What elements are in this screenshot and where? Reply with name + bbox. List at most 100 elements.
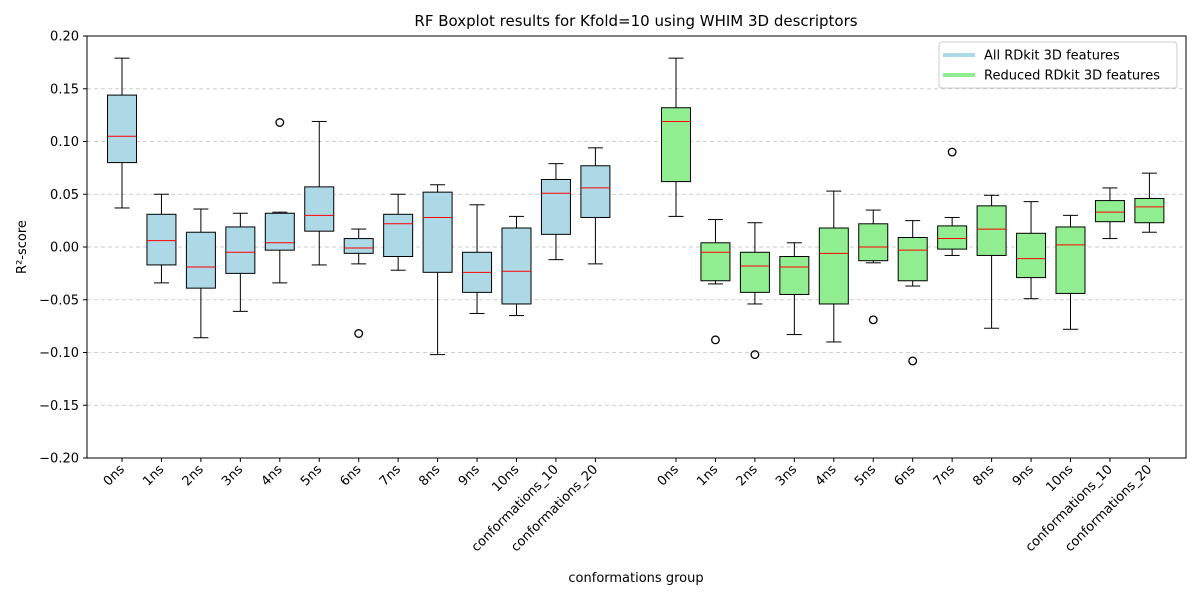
x-tick-label: 8ns — [970, 462, 997, 489]
outlier-point — [711, 335, 720, 345]
box-reduced-8ns — [976, 194, 1007, 329]
iqr-box — [897, 237, 928, 282]
x-tick-label: 2ns — [734, 462, 761, 489]
iqr-box — [739, 251, 770, 293]
x-tick-label: 5ns — [298, 462, 325, 489]
x-tick-label: 10ns — [489, 462, 522, 495]
box-reduced-5ns — [858, 209, 889, 325]
x-tick-label: 1ns — [694, 462, 721, 489]
legend: All RDkit 3D features Reduced RDkit 3D fe… — [938, 41, 1178, 89]
x-tick-label: 10ns — [1043, 462, 1076, 495]
iqr-box — [146, 213, 177, 266]
iqr-box — [818, 227, 849, 305]
iqr-box — [343, 238, 374, 254]
iqr-box — [540, 178, 571, 235]
x-tick-label: 1ns — [140, 462, 167, 489]
x-tick-label: 6ns — [337, 462, 364, 489]
iqr-box — [304, 186, 335, 232]
box-all-0ns — [107, 57, 137, 209]
x-tick-label: 6ns — [891, 462, 918, 489]
outlier-point — [354, 329, 364, 338]
x-tick-label: 3ns — [219, 462, 246, 489]
legend-box — [938, 41, 1178, 89]
box-all-7ns — [383, 193, 414, 271]
box-reduced-6ns — [897, 220, 928, 366]
iqr-box — [1134, 197, 1165, 224]
iqr-box — [383, 213, 414, 257]
outlier-point — [750, 350, 760, 360]
box-reduced-conformations_10 — [1094, 187, 1125, 240]
iqr-box — [976, 205, 1007, 256]
box-all-conformations_10 — [540, 163, 571, 261]
box-reduced-9ns — [1016, 201, 1047, 300]
iqr-box — [661, 107, 691, 183]
box-reduced-7ns — [937, 147, 968, 256]
outlier-point — [868, 315, 878, 325]
y-tick-label: −0.15 — [39, 399, 79, 414]
x-axis-label: conformations group — [568, 571, 703, 586]
y-tick-label: 0.00 — [50, 241, 79, 256]
box-all-2ns — [185, 208, 216, 339]
x-tick-label: 3ns — [773, 462, 800, 489]
iqr-box — [264, 212, 295, 251]
iqr-box — [107, 94, 137, 164]
box-reduced-conformations_20 — [1134, 172, 1165, 233]
iqr-box — [225, 226, 256, 274]
x-tick-label: 4ns — [259, 462, 286, 489]
box-reduced-1ns — [700, 219, 731, 345]
y-tick-label: −0.10 — [39, 346, 79, 361]
box-all-9ns — [462, 204, 493, 314]
box-reduced-4ns — [818, 190, 849, 343]
iqr-box — [937, 225, 968, 250]
iqr-box — [422, 191, 453, 273]
box-all-3ns — [225, 212, 256, 312]
x-tick-label: 4ns — [813, 462, 840, 489]
box-reduced-2ns — [739, 222, 770, 360]
y-tick-label: −0.20 — [39, 452, 79, 467]
box-reduced-3ns — [779, 242, 810, 336]
box-series — [107, 57, 1165, 366]
iqr-box — [779, 255, 810, 295]
outlier-point — [275, 118, 285, 127]
box-all-4ns — [264, 118, 295, 284]
box-all-6ns — [343, 228, 374, 338]
y-tick-label: 0.05 — [50, 188, 79, 203]
iqr-box — [1016, 232, 1047, 279]
iqr-box — [1055, 226, 1086, 294]
chart-title: RF Boxplot results for Kfold=10 using WH… — [414, 12, 857, 30]
x-tick-label: 0ns — [655, 462, 682, 489]
x-tick-label: 5ns — [852, 462, 879, 489]
box-all-1ns — [146, 193, 177, 284]
x-tick-label: 0ns — [101, 462, 128, 489]
y-tick-label: −0.05 — [39, 293, 79, 308]
x-tick-label: 9ns — [456, 462, 483, 489]
axes: −0.20 −0.15 −0.10 −0.05 0.00 0.05 0.10 0.15 0.20… — [39, 30, 1187, 555]
iqr-box — [858, 223, 889, 262]
x-tick-label: 9ns — [1010, 462, 1037, 489]
box-all-10ns — [501, 215, 532, 317]
y-tick-label: 0.20 — [50, 30, 79, 45]
iqr-box — [700, 242, 731, 282]
y-tick-label: 0.10 — [50, 135, 79, 150]
iqr-box — [501, 227, 532, 305]
x-tick-label: 8ns — [416, 462, 443, 489]
y-axis-label: R²-score — [15, 220, 30, 274]
box-all-8ns — [422, 184, 453, 356]
box-all-conformations_20 — [580, 147, 611, 265]
outlier-point — [908, 356, 918, 366]
x-tick-label: 7ns — [377, 462, 404, 489]
x-tick-label: 7ns — [931, 462, 958, 489]
legend-label: Reduced RDkit 3D features — [984, 69, 1160, 84]
outlier-point — [947, 147, 957, 157]
iqr-box — [1094, 200, 1125, 223]
iqr-box — [185, 231, 216, 289]
iqr-box — [580, 165, 611, 218]
box-reduced-0ns — [661, 57, 691, 217]
x-tick-label: 2ns — [180, 462, 207, 489]
box-all-5ns — [304, 120, 335, 266]
y-tick-label: 0.15 — [50, 82, 79, 97]
box-reduced-10ns — [1055, 214, 1086, 330]
legend-label: All RDkit 3D features — [984, 49, 1120, 64]
